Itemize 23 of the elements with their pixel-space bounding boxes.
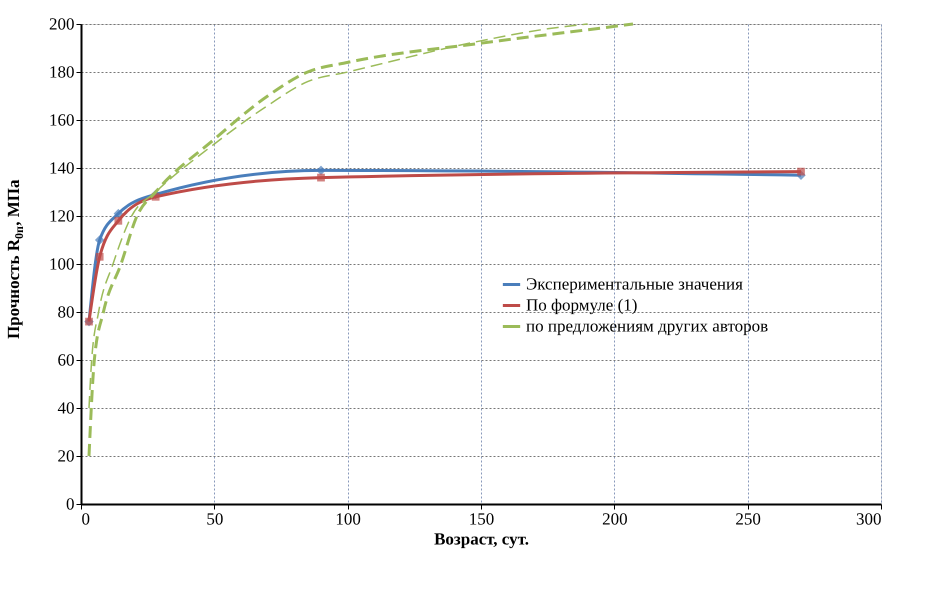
x-tick-label: 0 xyxy=(82,510,90,528)
y-axis-title: Прочность R0п, МПа xyxy=(4,179,26,340)
x-tick-label: 200 xyxy=(602,510,628,528)
x-tick-label: 250 xyxy=(735,510,761,528)
x-tick-label: 100 xyxy=(335,510,361,528)
legend-label: по предложениям других авторов xyxy=(526,316,768,336)
y-tick-label: 40 xyxy=(58,398,74,418)
y-tick-label: 160 xyxy=(49,110,74,130)
x-tick-label: 50 xyxy=(206,510,224,528)
legend-label: По формуле (1) xyxy=(526,296,638,314)
legend-label: Экспериментальные значения xyxy=(526,274,744,294)
y-tick-label: 80 xyxy=(58,302,74,322)
x-tick-label: 150 xyxy=(468,510,494,528)
x-axis-title: Возраст, сут. xyxy=(434,530,529,548)
y-tick-label: 20 xyxy=(58,446,74,466)
y-tick-label: 0 xyxy=(66,494,74,514)
x-tick-label: 300 xyxy=(856,510,882,528)
y-tick-label: 200 xyxy=(49,14,74,34)
y-tick-label: 100 xyxy=(49,254,74,274)
y-tick-label: 180 xyxy=(49,62,74,82)
y-tick-label: 140 xyxy=(49,158,74,178)
y-tick-label: 60 xyxy=(58,350,74,370)
y-tick-label: 120 xyxy=(49,206,74,226)
